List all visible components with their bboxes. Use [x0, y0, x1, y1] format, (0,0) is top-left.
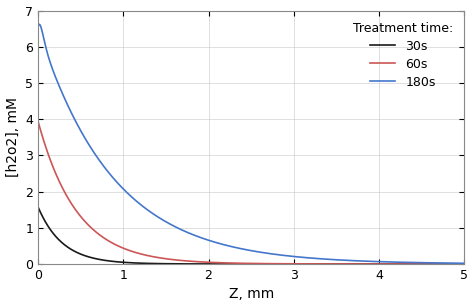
Line: 30s: 30s — [38, 207, 465, 264]
180s — [217, 242, 223, 246]
180s — [84, 139, 90, 143]
Line: 60s: 60s — [38, 121, 465, 264]
30s — [462, 262, 467, 266]
Legend: 30s, 60s, 180s: 30s, 60s, 180s — [348, 17, 458, 94]
Line: 180s: 180s — [38, 24, 465, 263]
180s — [462, 262, 467, 265]
60s — [462, 262, 467, 266]
60s — [407, 262, 413, 266]
60s — [109, 241, 115, 245]
30s — [109, 259, 115, 263]
60s — [84, 221, 90, 225]
180s — [35, 25, 41, 29]
180s — [408, 261, 413, 264]
60s — [199, 260, 204, 264]
30s — [199, 262, 204, 266]
180s — [109, 175, 115, 179]
60s — [35, 119, 41, 123]
30s — [453, 262, 459, 266]
30s — [407, 262, 413, 266]
30s — [35, 205, 41, 209]
30s — [84, 255, 90, 258]
60s — [453, 262, 459, 266]
Y-axis label: [h2o2], mM: [h2o2], mM — [6, 97, 19, 177]
180s — [36, 22, 42, 26]
X-axis label: Z, mm: Z, mm — [228, 287, 274, 301]
180s — [453, 261, 459, 265]
30s — [217, 262, 223, 266]
180s — [199, 236, 204, 240]
60s — [217, 261, 223, 265]
